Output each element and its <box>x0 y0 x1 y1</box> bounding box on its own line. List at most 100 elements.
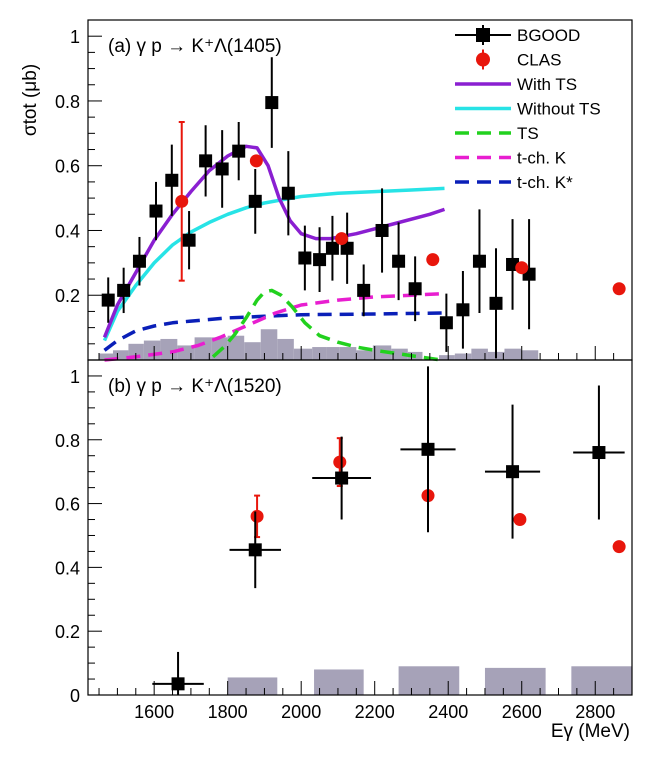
systematic-bar <box>326 347 340 360</box>
systematic-bar <box>471 348 488 360</box>
panel-b: 0 0.2 0.4 0.6 0.8 1 1600 1800 2000 2200 2400 2600 28… <box>55 359 633 742</box>
y-tick-label: 0 <box>70 686 80 706</box>
legend-label: TS <box>517 124 539 143</box>
x-tick-label: 1800 <box>208 702 248 722</box>
systematic-bar <box>571 666 632 695</box>
systematic-bar <box>391 348 408 360</box>
bgood-point <box>248 194 262 208</box>
legend-label: t-ch. K <box>517 149 567 168</box>
bgood-point <box>232 144 246 158</box>
clas-point <box>612 282 626 296</box>
curve-with-ts <box>102 144 446 338</box>
bgood-point <box>392 254 406 268</box>
y-tick-label: 1 <box>70 27 80 47</box>
x-tick-label: 2600 <box>502 702 542 722</box>
clas-point <box>335 232 349 246</box>
clas-point <box>175 194 189 208</box>
bgood-point <box>313 253 327 267</box>
b-systematic-bars <box>227 666 632 695</box>
clas-point <box>612 540 626 554</box>
bgood-point <box>592 446 606 460</box>
clas-point <box>250 509 264 523</box>
bgood-point <box>489 296 503 310</box>
systematic-bar <box>260 329 278 360</box>
clas-point <box>515 261 529 275</box>
bgood-point <box>171 677 185 691</box>
systematic-bar <box>194 337 212 360</box>
a-clas-points <box>175 121 626 296</box>
curve-ts <box>211 288 442 362</box>
legend-label: With TS <box>517 75 577 94</box>
systematic-bar <box>277 338 294 360</box>
x-tick-label: 2400 <box>428 702 468 722</box>
systematic-bar <box>520 350 539 360</box>
b-axis-ticks: 0 0.2 0.4 0.6 0.8 1 1600 1800 2000 2200 2400 2600 28… <box>55 367 633 722</box>
clas-point <box>333 455 347 469</box>
curve-without-ts <box>102 186 445 342</box>
bgood-point <box>340 241 354 255</box>
bgood-point <box>215 162 229 176</box>
a-panel-label: (a) γ p → K⁺Λ(1405) <box>108 36 282 57</box>
bgood-point <box>182 233 196 247</box>
bgood-point <box>165 173 179 187</box>
b-bgood-points <box>152 366 625 695</box>
bgood-point <box>506 465 520 479</box>
bgood-point <box>408 282 422 296</box>
bgood-point <box>375 223 389 237</box>
a-bgood-points <box>101 57 536 359</box>
legend-label: BGOOD <box>517 26 580 45</box>
bgood-point <box>439 316 453 330</box>
systematic-bar <box>314 669 364 695</box>
systematic-bar <box>454 353 472 360</box>
legend-label: CLAS <box>517 51 561 70</box>
systematic-bar <box>356 350 373 360</box>
systematic-bar <box>112 350 129 360</box>
bgood-point <box>101 293 115 307</box>
a-axis-ticks: 0.2 0.4 0.6 0.8 1 <box>55 27 633 361</box>
a-systematic-bars <box>99 329 539 360</box>
panel-a: 0.2 0.4 0.6 0.8 1 (a) γ p → K⁺Λ(1405) σtot (… <box>20 19 633 362</box>
x-tick-label: 2000 <box>281 702 321 722</box>
b-x-axis-label: Eγ (MeV) <box>551 721 630 742</box>
y-tick-label: 1 <box>70 367 80 387</box>
y-tick-label: 0.6 <box>55 495 80 515</box>
a-model-curves <box>102 144 446 362</box>
bgood-point <box>421 442 435 456</box>
y-tick-label: 0.8 <box>55 431 80 451</box>
systematic-bar <box>439 355 455 360</box>
b-plot-frame <box>87 359 633 696</box>
systematic-bar <box>504 348 521 360</box>
systematic-bar <box>99 353 113 360</box>
bgood-point <box>132 254 146 268</box>
systematic-bar <box>160 338 178 360</box>
bgood-point <box>456 303 470 317</box>
curve-t-ch-kstar <box>103 311 445 352</box>
systematic-bar <box>339 347 357 360</box>
systematic-bar <box>227 677 278 695</box>
bgood-point <box>248 543 262 557</box>
bgood-point <box>149 204 163 218</box>
bgood-point <box>472 254 486 268</box>
a-y-axis-label: σtot (μb) <box>20 64 41 136</box>
legend: BGOOD CLAS With TS Without TS TS t-ch. K t-ch.… <box>455 25 601 192</box>
y-tick-label: 0.2 <box>55 622 80 642</box>
x-tick-label: 2200 <box>355 702 395 722</box>
b-panel-label: (b) γ p → K⁺Λ(1520) <box>108 376 282 397</box>
bgood-point <box>357 283 371 297</box>
x-tick-label: 1600 <box>134 702 174 722</box>
y-tick-label: 0.6 <box>55 157 80 177</box>
clas-point <box>426 253 440 267</box>
curve-t-ch-k <box>104 291 445 362</box>
bgood-point <box>298 251 312 265</box>
bgood-point <box>325 241 339 255</box>
bgood-point <box>335 471 349 485</box>
bgood-point <box>265 96 279 110</box>
legend-label: t-ch. K* <box>517 173 573 192</box>
b-clas-points <box>250 437 626 554</box>
systematic-bar <box>244 342 261 360</box>
legend-bgood-marker <box>476 28 490 42</box>
bgood-point <box>281 186 295 200</box>
systematic-bar <box>227 335 245 360</box>
bgood-point <box>117 283 131 297</box>
